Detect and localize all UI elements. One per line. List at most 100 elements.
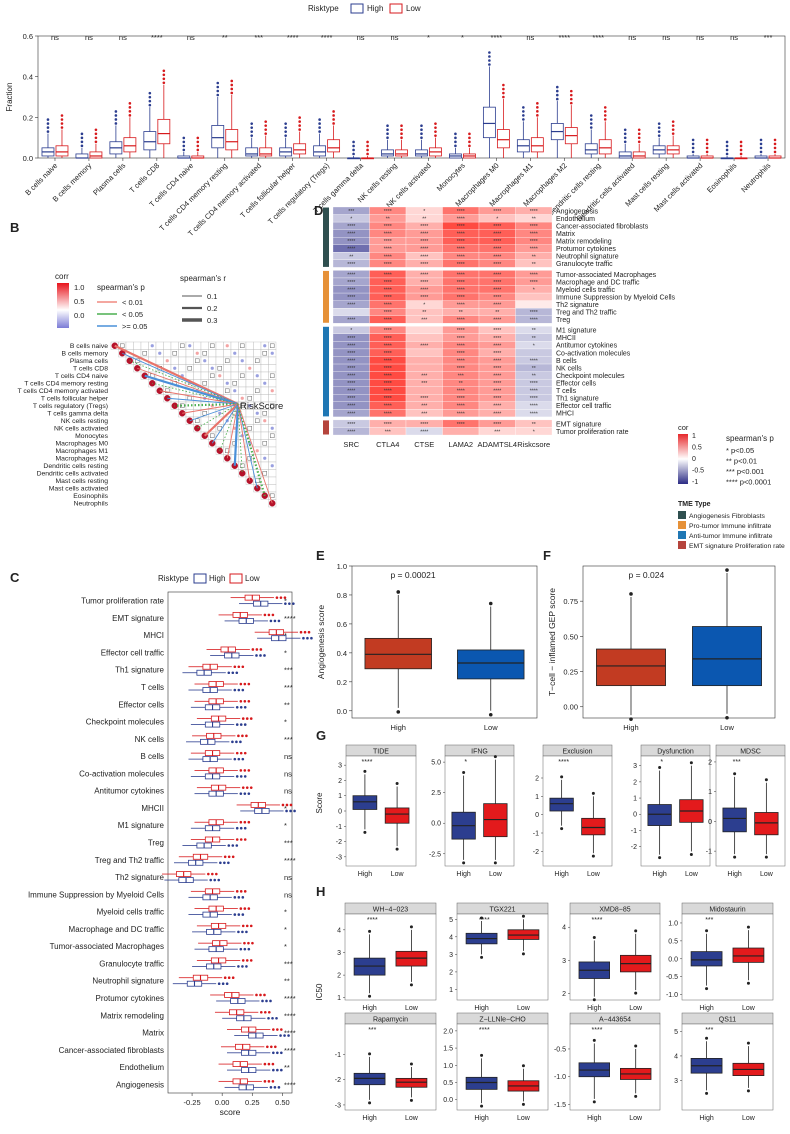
outlier-point [227, 844, 231, 847]
box-iqr [353, 1072, 386, 1086]
box-high [465, 1058, 498, 1104]
outlier-point [216, 93, 220, 97]
heatmap-cell [230, 364, 239, 373]
row-label: B cells naive [70, 343, 108, 350]
outlier-point [216, 89, 220, 93]
outlier-point [555, 85, 559, 89]
hbox-high [174, 859, 230, 866]
y-tick-label: Co-activation molecules [79, 769, 164, 778]
cell-star: ** [495, 310, 499, 316]
y-tick-label: -1 [336, 824, 342, 831]
heatmap-dot [218, 374, 222, 378]
facet-frame [715, 755, 786, 867]
outlier-point [634, 991, 638, 995]
heatmap-cell [215, 356, 224, 365]
outlier-point [273, 619, 277, 623]
heatmap-square [232, 381, 237, 386]
cell-star: * [350, 328, 352, 334]
x-tick-label: High [391, 723, 406, 732]
outlier-point [237, 688, 241, 692]
significance-label: ** [284, 1063, 290, 1072]
cell-star: **** [493, 422, 501, 428]
y-tick-label: Th2 signature [115, 873, 164, 882]
outlier-point [434, 130, 437, 133]
outlier-point [94, 128, 98, 132]
outlier-point [521, 1064, 525, 1068]
outlier-point [243, 941, 246, 945]
outlier-point [247, 682, 251, 686]
heatmap-cell [405, 333, 443, 342]
outlier-point [569, 89, 573, 93]
riskscore-label: RiskScore [240, 401, 283, 412]
box-iqr [754, 812, 779, 836]
heatmap-square [270, 493, 275, 498]
outlier-point [386, 124, 389, 127]
hbox-high [210, 652, 266, 659]
cell-star: **** [420, 343, 428, 349]
facet-title: QS11 [719, 1017, 736, 1024]
hbox-low [196, 957, 253, 964]
legend-label: < 0.05 [122, 310, 143, 319]
y-tick-label: Endothelium [120, 1063, 165, 1072]
cell-star: **** [384, 374, 392, 380]
box-iqr [584, 143, 598, 155]
outlier-point [759, 146, 763, 150]
outlier-point [569, 93, 573, 97]
outlier-point [269, 619, 273, 623]
heatmap-dot [233, 389, 237, 393]
outlier-point [239, 699, 243, 703]
cell-star: ** [459, 310, 463, 316]
heatmap-cell [268, 356, 277, 365]
cell-star: ** [532, 217, 536, 223]
legend-swatch-low [389, 3, 403, 14]
outlier-point [746, 1041, 750, 1045]
x-tick-label: High [554, 871, 569, 878]
x-tick-label: High [727, 871, 742, 878]
outlier-point [521, 1102, 525, 1106]
outlier-point [400, 124, 403, 127]
heatmap-cell [223, 356, 232, 365]
x-tick-label: Neutrophils [739, 161, 772, 194]
outlier-point [589, 126, 593, 129]
x-tick-label: Low [760, 871, 774, 878]
box-low [327, 125, 341, 158]
outlier-point [223, 855, 227, 859]
heatmap-cell [238, 454, 247, 463]
cell-star: **** [457, 343, 465, 349]
outlier-point [247, 820, 251, 824]
outlier-point [217, 982, 221, 986]
hbox-low [254, 629, 311, 636]
cell-star: **** [384, 254, 392, 260]
cell-star: **** [384, 224, 392, 230]
heatmap-cell [253, 386, 262, 395]
significance-label: ns [696, 33, 704, 42]
outlier-point [231, 740, 234, 744]
x-tick-label: Low [685, 871, 699, 878]
outlier-point [298, 128, 301, 131]
outlier-point [332, 110, 335, 113]
heatmap-cell [268, 446, 277, 455]
cell-star: **** [347, 358, 355, 364]
heatmap-cell [140, 341, 149, 350]
heatmap-cell [163, 341, 172, 350]
outlier-point [263, 993, 266, 997]
outlier-point [243, 682, 247, 686]
link-line [197, 403, 239, 429]
heatmap-cell [215, 349, 224, 358]
x-tick-label: 0.50 [275, 1098, 290, 1107]
box-low [384, 786, 410, 847]
outlier-point [420, 132, 423, 135]
significance-label: ns [628, 33, 636, 42]
outlier-point [277, 619, 281, 623]
outlier-point [272, 1051, 275, 1055]
outlier-point [235, 838, 239, 841]
outlier-point [488, 51, 491, 54]
box-high [451, 775, 476, 860]
outlier-point [213, 878, 217, 882]
row-label: Effector cells [556, 380, 596, 387]
y-tick-label: Effector cells [118, 700, 164, 709]
outlier-point [273, 1086, 277, 1089]
outlier-point [689, 852, 693, 856]
cell-star: **** [347, 351, 355, 357]
cell-star: **** [493, 295, 501, 301]
